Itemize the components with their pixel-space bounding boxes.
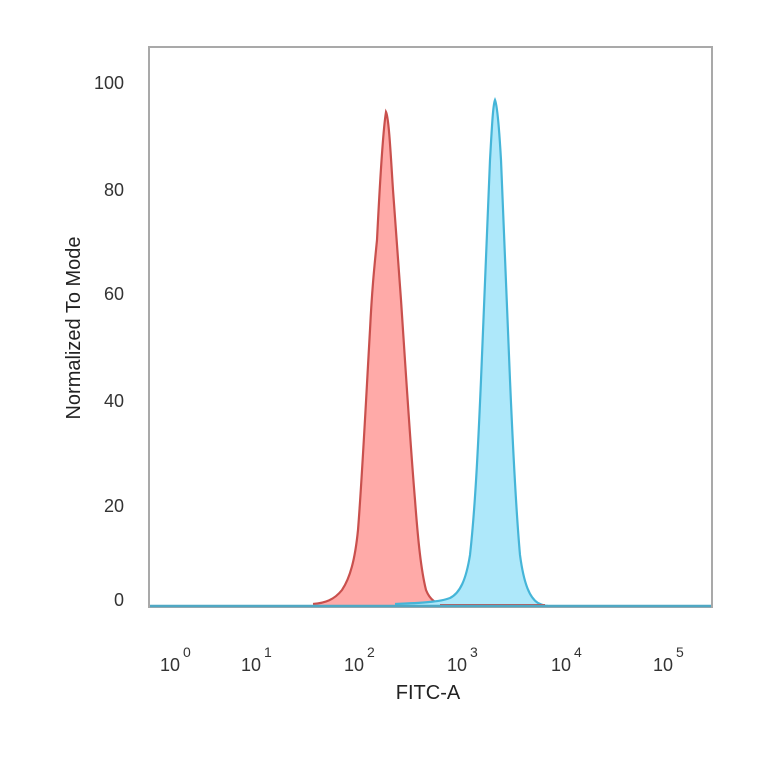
y-tick-label: 40 [104,391,124,411]
plot-frame [148,46,713,608]
red-histogram-outline [312,108,446,607]
y-tick-label: 80 [104,180,124,200]
x-tick-base: 10 [551,655,571,675]
y-tick-label: 60 [104,284,124,304]
x-tick-exp: 0 [183,644,191,660]
x-tick-exp: 3 [470,644,478,660]
x-tick-exp: 1 [264,644,272,660]
x-tick-exp: 4 [574,644,582,660]
x-tick-base: 10 [160,655,180,675]
x-tick-base: 10 [653,655,673,675]
x-tick-base: 10 [241,655,261,675]
y-axis-tick-labels: 0 20 40 60 80 100 [94,73,124,610]
blue-histogram-outline [394,97,549,608]
y-tick-label: 20 [104,496,124,516]
y-axis-title: Normalized To Mode [63,236,85,419]
red-histogram-fill [313,112,445,606]
y-tick-label: 100 [94,73,124,93]
blue-histogram-fill [395,100,548,606]
x-tick-exp: 5 [676,644,684,660]
x-axis-tick-labels: 10 0 10 1 10 2 10 10 3 10 4 10 5 [160,644,684,675]
y-tick-label: 0 [114,590,124,610]
x-tick-base: 10 [344,655,364,675]
x-tick-base: 10 [447,655,467,675]
x-axis-title: FITC-A [396,682,461,704]
x-tick-exp: 2 [367,644,375,660]
